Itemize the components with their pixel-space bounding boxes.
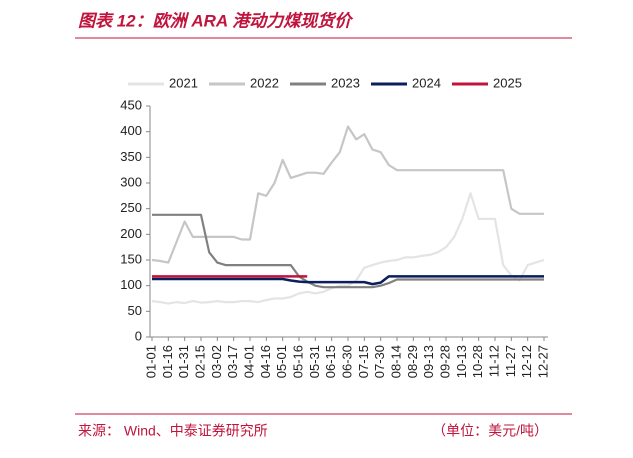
x-tick-label: 03-02 (209, 345, 224, 378)
source: 来源： Wind、中泰证券研究所 (78, 423, 268, 439)
legend-label: 2025 (493, 75, 522, 90)
x-tick-label: 05-31 (307, 345, 322, 378)
legend-label: 2024 (412, 75, 441, 90)
x-tick-label: 10-13 (454, 345, 469, 378)
y-tick-label: 50 (128, 303, 142, 318)
x-tick-label: 09-28 (437, 345, 452, 378)
y-tick-label: 250 (120, 200, 142, 215)
x-tick-label: 08-29 (405, 345, 420, 378)
x-tick-label: 03-17 (225, 345, 240, 378)
x-tick-label: 10-28 (470, 345, 485, 378)
x-tick-label: 07-15 (356, 345, 371, 378)
y-tick-label: 0 (135, 328, 142, 343)
x-tick-label: 01-16 (160, 345, 175, 378)
legend-label: 2021 (169, 75, 198, 90)
x-tick-label: 05-16 (290, 345, 305, 378)
y-tick-label: 450 (120, 97, 142, 112)
x-tick-label: 11-12 (486, 345, 501, 377)
unit: （单位：美元/吨） (432, 423, 548, 439)
x-tick-label: 02-15 (192, 345, 207, 378)
x-tick-label: 01-31 (176, 345, 191, 378)
y-tick-label: 300 (120, 174, 142, 189)
x-tick-label: 01-01 (143, 345, 158, 378)
x-tick-label: 12-27 (535, 345, 550, 378)
series-line (151, 125, 544, 264)
x-tick-label: 08-14 (388, 345, 403, 378)
y-tick-label: 100 (120, 277, 142, 292)
x-tick-label: 06-30 (339, 345, 354, 378)
y-tick-label: 200 (120, 226, 142, 241)
chart-title: 图表 12：欧洲 ARA 港动力煤现货价 (78, 11, 354, 30)
y-tick-label: 150 (120, 251, 142, 266)
x-tick-label: 04-16 (258, 345, 273, 378)
x-tick-label: 05-01 (274, 345, 289, 378)
x-tick-label: 07-30 (372, 345, 387, 378)
legend-label: 2022 (250, 75, 279, 90)
x-tick-label: 11-27 (503, 345, 518, 377)
series-line (152, 213, 544, 289)
series-line (152, 275, 544, 286)
x-tick-label: 12-12 (519, 345, 534, 378)
x-tick-label: 06-15 (323, 345, 338, 378)
series-line (151, 192, 545, 305)
y-tick-label: 350 (120, 149, 142, 164)
y-tick-label: 400 (120, 123, 142, 138)
legend-label: 2023 (331, 75, 360, 90)
x-tick-label: 09-13 (421, 345, 436, 378)
x-tick-label: 04-01 (241, 345, 256, 378)
